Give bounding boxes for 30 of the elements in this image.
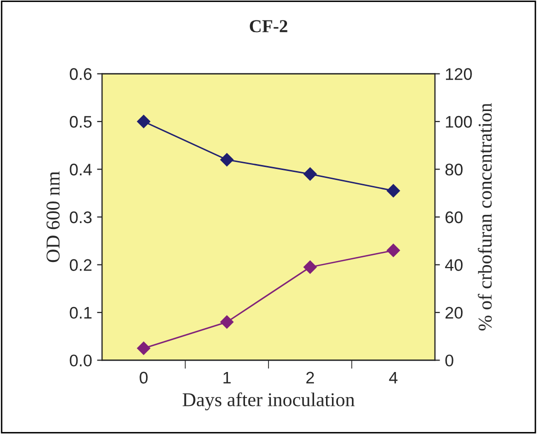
y-axis-title: OD 600 nm [46, 171, 60, 262]
y-tick-label: 0.1 [70, 306, 92, 319]
y-tick-label: 0.5 [70, 116, 92, 128]
x-tick-label: 2 [306, 372, 314, 384]
y-tick-label: 0.2 [70, 259, 92, 271]
y2-tick-label: 0 [445, 354, 454, 366]
y2-tick-label: 60 [446, 211, 463, 224]
point [220, 153, 234, 166]
point [386, 184, 400, 198]
y2-tick-label: 20 [446, 306, 463, 319]
y-tick-label: 0.3 [70, 211, 92, 224]
y-tick-label: 0.0 [70, 354, 92, 366]
point [304, 167, 317, 181]
x-tick-label: 0 [140, 372, 148, 384]
x-tick-label: 1 [224, 372, 231, 384]
y2-tick-label: 80 [445, 164, 463, 176]
x-axis-title: Days after inoculation [182, 392, 355, 410]
point [137, 342, 150, 355]
y2-tick-label: 120 [446, 68, 472, 80]
y2-tick-label: 40 [445, 259, 463, 271]
point [386, 244, 400, 258]
chart-title: CF-2 [250, 20, 288, 32]
point [304, 260, 317, 274]
point [220, 315, 234, 329]
y-tick-label: 0.6 [70, 68, 92, 80]
point [137, 114, 150, 128]
y2-tick-label: 100 [446, 116, 472, 128]
y2-axis-title: % of crbofuran concentration [478, 103, 492, 331]
y-tick-label: 0.4 [70, 164, 92, 176]
x-tick-label: 4 [389, 372, 398, 384]
